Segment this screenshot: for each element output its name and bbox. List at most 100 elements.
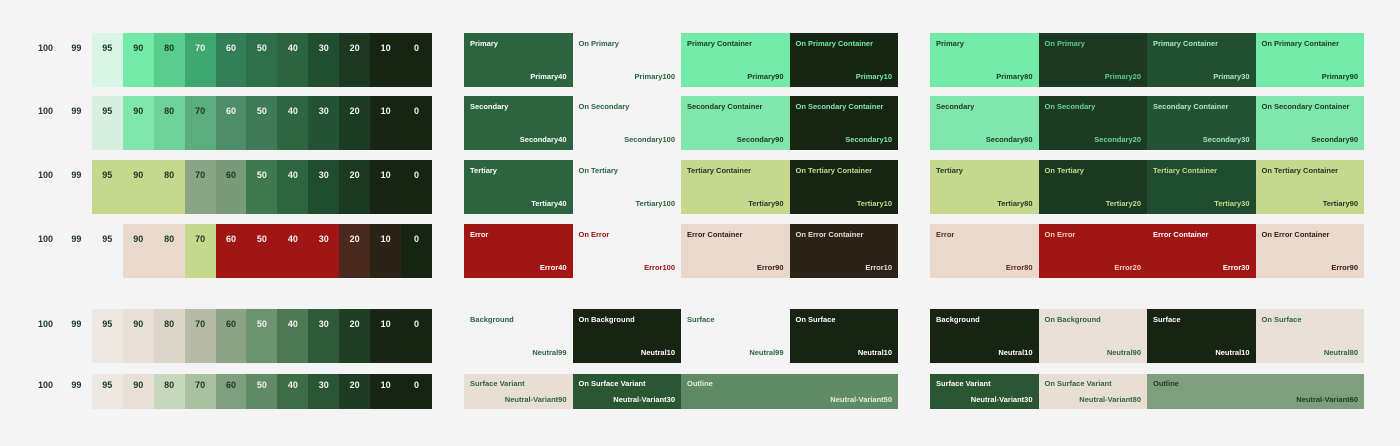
tone-swatch-70: 70 xyxy=(184,96,216,150)
role-name: Outline xyxy=(687,379,713,388)
role-name: Tertiary xyxy=(936,166,963,175)
tone-swatch-50: 50 xyxy=(246,309,278,363)
tone-swatch-30: 30 xyxy=(308,96,340,150)
tone-swatch-10: 10 xyxy=(370,374,402,409)
role-name: On Background xyxy=(1044,315,1101,324)
tone-swatch-99: 99 xyxy=(71,106,82,116)
color-role-tile: Surface Neutral10 xyxy=(1147,309,1256,363)
light-scheme-secondary-row: Secondary Secondary40 On Secondary Secondar… xyxy=(464,96,898,150)
tone-swatch-95: 95 xyxy=(91,160,123,214)
color-role-tile: On Surface Neutral10 xyxy=(789,309,898,363)
color-role-tile: On Surface Neutral80 xyxy=(1255,309,1364,363)
role-token: Neutral80 xyxy=(1323,348,1358,357)
dark-scheme-tertiary-row: Tertiary Tertiary80 On Tertiary Tertiary20 T… xyxy=(930,160,1364,214)
role-token: Primary90 xyxy=(747,72,784,81)
role-token: Primary90 xyxy=(1321,72,1358,81)
tone-swatch-80: 80 xyxy=(153,160,185,214)
dark-scheme-surface-row: Background Neutral10 On Background Neutral9… xyxy=(930,309,1364,363)
dark-scheme-variant-row: Surface Variant Neutral-Variant30 On Surfa… xyxy=(930,374,1364,409)
role-token: Tertiary10 xyxy=(856,199,892,208)
tone-swatch-30: 30 xyxy=(308,160,340,214)
tone-swatch-70: 70 xyxy=(184,309,216,363)
tone-swatch-60: 60 xyxy=(215,374,247,409)
role-name: On Primary Container xyxy=(795,39,874,48)
role-token: Error30 xyxy=(1222,263,1250,272)
role-name: Primary xyxy=(936,39,964,48)
role-name: Error Container xyxy=(1153,230,1209,239)
role-token: Primary30 xyxy=(1213,72,1250,81)
light-scheme-variant-row: Surface Variant Neutral-Variant90 On Surfa… xyxy=(464,374,898,409)
role-name: On Surface xyxy=(1261,315,1302,324)
tone-swatch-0: 0 xyxy=(401,33,432,87)
role-name: Surface xyxy=(1153,315,1181,324)
tone-swatch-10: 10 xyxy=(370,224,402,278)
tone-swatch-99: 99 xyxy=(71,319,82,329)
role-token: Neutral10 xyxy=(998,348,1033,357)
role-token: Tertiary100 xyxy=(635,199,675,208)
role-token: Primary100 xyxy=(634,72,675,81)
color-role-tile: On Secondary Container Secondary10 xyxy=(789,96,898,150)
color-role-tile: On Secondary Secondary20 xyxy=(1038,96,1147,150)
tonal-palette-error: 100 99 95 90 80 70 60 50 40 30 20 10 0 xyxy=(30,224,432,278)
tone-swatch-0: 0 xyxy=(401,224,432,278)
role-token: Primary40 xyxy=(530,72,567,81)
role-token: Secondary30 xyxy=(1202,135,1250,144)
tone-swatch-60: 60 xyxy=(215,33,247,87)
role-token: Error20 xyxy=(1114,263,1141,272)
tone-swatch-90: 90 xyxy=(122,160,154,214)
role-token: Neutral10 xyxy=(857,348,892,357)
tone-swatch-20: 20 xyxy=(339,374,371,409)
tone-swatch-95: 95 xyxy=(91,224,123,278)
role-token: Tertiary40 xyxy=(531,199,567,208)
tone-swatch-60: 60 xyxy=(215,160,247,214)
tone-swatch-20: 20 xyxy=(339,96,371,150)
tone-swatch-99: 99 xyxy=(71,380,82,390)
tone-swatch-100: 100 xyxy=(37,234,53,244)
tone-swatch-10: 10 xyxy=(370,160,402,214)
color-role-tile: Tertiary Container Tertiary30 xyxy=(1147,160,1256,214)
tone-swatch-40: 40 xyxy=(277,374,309,409)
tone-swatch-50: 50 xyxy=(246,160,278,214)
tonal-palette-neutral-variant: 100 99 95 90 80 70 60 50 40 30 20 10 0 xyxy=(30,374,432,409)
color-role-tile: On Error Error20 xyxy=(1038,224,1147,278)
tone-swatch-100: 100 xyxy=(37,106,53,116)
role-token: Neutral-Variant30 xyxy=(613,395,675,404)
tone-swatch-30: 30 xyxy=(308,374,340,409)
tone-swatch-20: 20 xyxy=(339,309,371,363)
color-role-tile: On Primary Container Primary10 xyxy=(789,33,898,87)
tone-swatch-80: 80 xyxy=(153,309,185,363)
tone-swatch-90: 90 xyxy=(122,33,154,87)
role-name: On Tertiary Container xyxy=(795,166,873,175)
color-role-tile: On Primary Primary100 xyxy=(572,33,681,87)
role-token: Error10 xyxy=(865,263,892,272)
tone-swatch-40: 40 xyxy=(277,309,309,363)
role-name: On Surface xyxy=(795,315,836,324)
tone-swatch-60: 60 xyxy=(215,309,247,363)
tone-swatch-90: 90 xyxy=(122,96,154,150)
tone-swatch-100: 100 xyxy=(37,170,53,180)
tone-swatch-0: 0 xyxy=(401,374,432,409)
role-token: Error90 xyxy=(1331,263,1358,272)
color-role-tile: On Tertiary Container Tertiary10 xyxy=(789,160,898,214)
role-token: Secondary80 xyxy=(985,135,1033,144)
role-token: Primary80 xyxy=(996,72,1033,81)
role-token: Tertiary90 xyxy=(748,199,784,208)
color-role-tile: Primary Primary80 xyxy=(930,33,1039,87)
role-name: On Tertiary xyxy=(1044,166,1084,175)
role-name: On Surface Variant xyxy=(1044,379,1112,388)
role-name: On Tertiary xyxy=(578,166,618,175)
tone-swatch-50: 50 xyxy=(246,33,278,87)
tone-swatch-80: 80 xyxy=(153,224,185,278)
role-name: On Primary xyxy=(1044,39,1085,48)
tonal-palette-secondary: 100 99 95 90 80 70 60 50 40 30 20 10 0 xyxy=(30,96,432,150)
tone-swatch-70: 70 xyxy=(184,160,216,214)
role-name: On Secondary xyxy=(578,102,630,111)
tone-swatch-10: 10 xyxy=(370,309,402,363)
tone-swatch-60: 60 xyxy=(215,224,247,278)
tone-swatch-90: 90 xyxy=(122,309,154,363)
role-name: Error Container xyxy=(687,230,743,239)
color-role-tile: Surface Variant Neutral-Variant90 xyxy=(464,374,573,409)
role-token: Secondary90 xyxy=(1311,135,1358,144)
role-name: Background xyxy=(936,315,980,324)
tone-swatch-95: 95 xyxy=(91,96,123,150)
